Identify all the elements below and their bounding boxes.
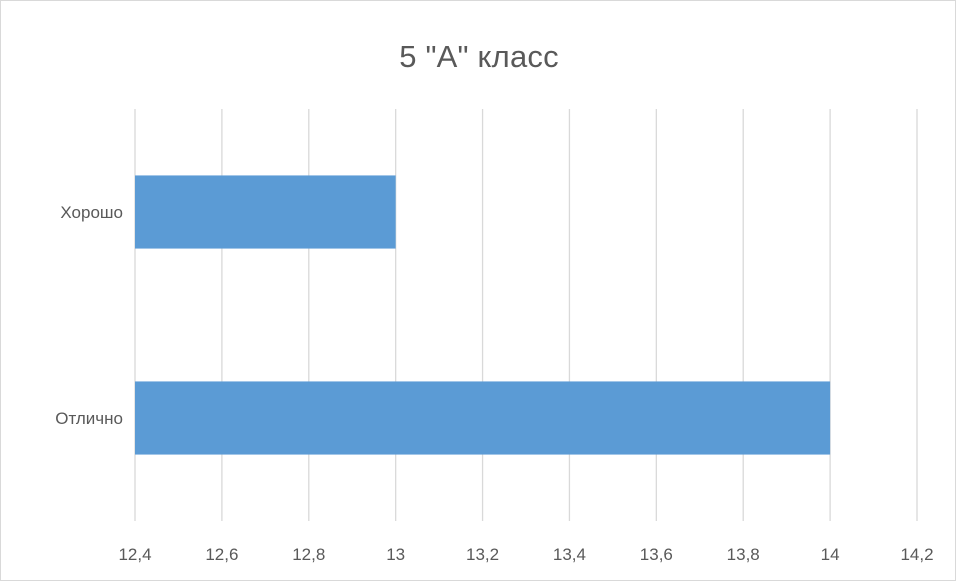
x-tick-label: 14,2	[900, 545, 933, 564]
y-axis-category-labels: Хорошо Отлично	[55, 203, 123, 428]
x-tick-label: 12,4	[118, 545, 151, 564]
x-tick-label: 13,4	[553, 545, 586, 564]
x-tick-label: 13,2	[466, 545, 499, 564]
bars	[135, 175, 831, 455]
x-tick-label: 13,6	[640, 545, 673, 564]
x-tick-label: 12,6	[205, 545, 238, 564]
x-axis-tick-labels: 12,4 12,6 12,8 13 13,2 13,4 13,6 13,8 14 14,2	[118, 545, 933, 564]
bar	[135, 175, 396, 249]
chart-title: 5 "А" класс	[399, 39, 559, 74]
x-tick-label: 12,8	[292, 545, 325, 564]
gridlines	[134, 109, 918, 521]
x-tick-label: 13	[386, 545, 405, 564]
x-tick-label: 13,8	[727, 545, 760, 564]
bar	[135, 381, 831, 455]
category-label: Отлично	[55, 409, 123, 428]
category-label: Хорошо	[60, 203, 123, 222]
x-tick-label: 14	[821, 545, 840, 564]
